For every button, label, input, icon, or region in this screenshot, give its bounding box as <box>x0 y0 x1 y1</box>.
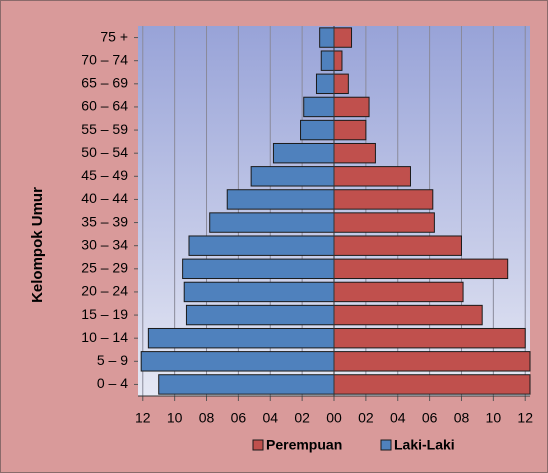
y-tick-label: 30 – 34 <box>81 236 128 252</box>
y-tick-label: 45 – 49 <box>81 167 128 183</box>
y-tick-label: 75 + <box>100 28 128 44</box>
y-tick-label: 65 – 69 <box>81 75 128 91</box>
y-tick-label: 10 – 14 <box>81 329 128 345</box>
bar <box>320 50 335 71</box>
legend-label: Laki-Laki <box>394 437 455 453</box>
bar <box>333 258 509 280</box>
bar <box>147 327 335 349</box>
y-tick-label: 50 – 54 <box>81 144 128 160</box>
x-tick-label: 00 <box>326 410 342 426</box>
x-tick-label: 12 <box>517 410 533 426</box>
bar <box>303 96 335 118</box>
bar <box>333 212 435 233</box>
bar <box>333 374 531 395</box>
bar <box>319 27 335 48</box>
x-tick-label: 02 <box>294 410 310 426</box>
x-tick-label: 10 <box>167 410 183 426</box>
bar <box>300 119 335 141</box>
y-tick-label: 25 – 29 <box>81 260 128 276</box>
bar <box>209 212 335 233</box>
x-tick-label: 06 <box>422 410 438 426</box>
bars <box>140 27 531 395</box>
bar <box>250 166 335 187</box>
bar <box>333 27 353 48</box>
bar <box>333 281 464 303</box>
legend-swatch <box>380 439 392 451</box>
bar <box>333 304 483 326</box>
bar <box>333 142 376 164</box>
bar <box>272 142 335 164</box>
bar <box>333 166 411 187</box>
bar <box>333 119 367 141</box>
y-tick-label: 0 – 4 <box>97 375 128 391</box>
bar <box>226 189 335 210</box>
y-tick-label: 15 – 19 <box>81 306 128 322</box>
x-tick-label: 02 <box>358 410 374 426</box>
bar <box>315 73 335 95</box>
y-tick-label: 55 – 59 <box>81 121 128 137</box>
bar <box>188 235 335 256</box>
bar <box>333 73 349 95</box>
x-tick-label: 06 <box>231 410 247 426</box>
y-tick-label: 5 – 9 <box>97 352 128 368</box>
legend-label: Perempuan <box>266 437 342 453</box>
x-tick-label: 12 <box>135 410 151 426</box>
bar <box>158 374 335 395</box>
x-tick-label: 04 <box>262 410 278 426</box>
x-tick-label: 10 <box>486 410 502 426</box>
bar <box>333 50 343 71</box>
legend-swatch <box>252 439 264 451</box>
bar <box>333 351 531 372</box>
bar <box>182 258 335 280</box>
bar <box>333 327 526 349</box>
y-tick-label: 60 – 64 <box>81 98 128 114</box>
x-tick-label: 08 <box>199 410 215 426</box>
y-tick-label: 20 – 24 <box>81 283 128 299</box>
x-tick-label: 04 <box>390 410 406 426</box>
y-tick-label: 40 – 44 <box>81 190 128 206</box>
bar <box>140 351 335 372</box>
bar <box>333 96 370 118</box>
bar <box>185 304 335 326</box>
y-axis-title: Kelompok Umur <box>29 187 46 303</box>
bar <box>333 189 434 210</box>
bar <box>183 281 335 303</box>
y-tick-label: 35 – 39 <box>81 213 128 229</box>
bar <box>333 235 462 256</box>
x-tick-label: 08 <box>454 410 470 426</box>
y-tick-label: 70 – 74 <box>81 51 128 67</box>
